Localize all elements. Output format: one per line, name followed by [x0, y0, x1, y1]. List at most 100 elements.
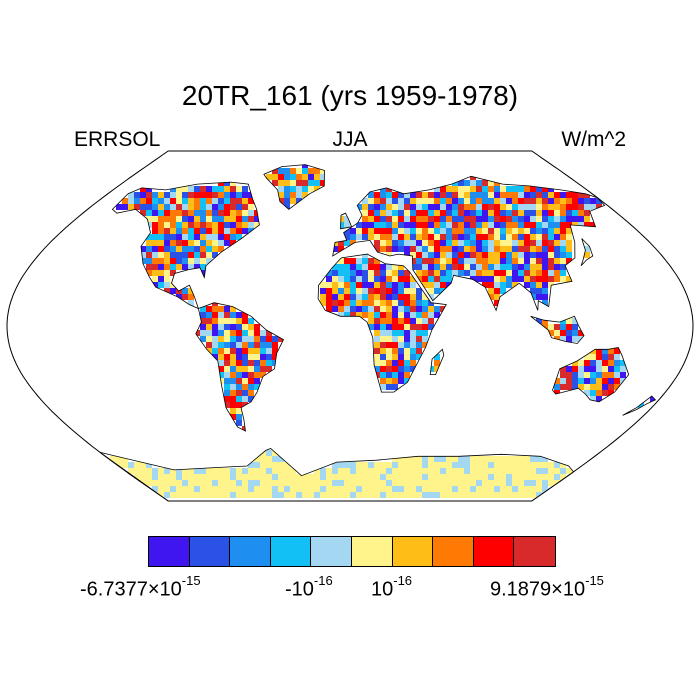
- colorbar-swatch-1: [189, 537, 231, 566]
- field-cell: [218, 474, 224, 480]
- field-cell: [386, 222, 392, 228]
- field-cell: [482, 240, 488, 246]
- field-cell: [224, 222, 230, 228]
- field-cell: [356, 486, 362, 492]
- field-cell: [524, 480, 530, 486]
- field-cell: [200, 252, 206, 258]
- field-cell: [182, 216, 188, 222]
- field-cell: [410, 234, 416, 240]
- field-cell: [176, 480, 182, 486]
- field-cell: [404, 492, 410, 498]
- field-cell: [350, 234, 356, 240]
- field-cell: [584, 246, 590, 252]
- field-cell: [140, 210, 146, 216]
- field-cell: [158, 282, 164, 288]
- field-cell: [404, 228, 410, 234]
- field-cell: [428, 492, 434, 498]
- field-cell: [134, 474, 140, 480]
- field-cell: [326, 306, 332, 312]
- field-cell: [368, 282, 374, 288]
- field-cell: [512, 228, 518, 234]
- field-cell: [434, 456, 440, 462]
- field-cell: [224, 354, 230, 360]
- field-cell: [344, 228, 350, 234]
- field-cell: [500, 282, 506, 288]
- field-cell: [356, 474, 362, 480]
- field-cell: [434, 480, 440, 486]
- field-cell: [278, 462, 284, 468]
- field-cell: [386, 216, 392, 222]
- field-cell: [488, 228, 494, 234]
- field-cell: [386, 264, 392, 270]
- field-cell: [200, 234, 206, 240]
- field-cell: [422, 276, 428, 282]
- field-cell: [380, 294, 386, 300]
- field-cell: [512, 462, 518, 468]
- field-cell: [590, 222, 596, 228]
- field-cell: [218, 240, 224, 246]
- field-cell: [440, 480, 446, 486]
- field-cell: [398, 192, 404, 198]
- field-cell: [338, 270, 344, 276]
- plot-title: 20TR_161 (yrs 1959-1978): [181, 80, 519, 111]
- field-cell: [272, 480, 278, 486]
- field-cell: [518, 252, 524, 258]
- field-cell: [458, 492, 464, 498]
- field-cell: [542, 192, 548, 198]
- field-cell: [542, 264, 548, 270]
- field-cell: [230, 228, 236, 234]
- field-cell: [164, 252, 170, 258]
- field-cell: [212, 228, 218, 234]
- field-cell: [422, 216, 428, 222]
- field-cell: [344, 258, 350, 264]
- field-cell: [218, 246, 224, 252]
- field-cell: [428, 252, 434, 258]
- field-cell: [410, 492, 416, 498]
- field-cell: [494, 294, 500, 300]
- field-cell: [212, 348, 218, 354]
- field-cell: [170, 474, 176, 480]
- field-cell: [506, 270, 512, 276]
- field-cell: [554, 384, 560, 390]
- field-cell: [482, 234, 488, 240]
- field-cell: [362, 252, 368, 258]
- field-cell: [164, 474, 170, 480]
- field-cell: [188, 198, 194, 204]
- field-cell: [212, 468, 218, 474]
- field-cell: [260, 336, 266, 342]
- field-cell: [146, 198, 152, 204]
- field-cell: [548, 270, 554, 276]
- field-cell: [458, 258, 464, 264]
- field-cell: [416, 216, 422, 222]
- field-cell: [488, 252, 494, 258]
- field-cell: [314, 174, 320, 180]
- field-cell: [188, 480, 194, 486]
- field-cell: [542, 474, 548, 480]
- field-cell: [416, 342, 422, 348]
- field-cell: [590, 204, 596, 210]
- field-cell: [620, 378, 626, 384]
- field-cell: [332, 486, 338, 492]
- field-cell: [560, 324, 566, 330]
- field-cell: [560, 234, 566, 240]
- field-cell: [554, 474, 560, 480]
- field-cell: [416, 192, 422, 198]
- field-cell: [194, 252, 200, 258]
- field-cell: [212, 318, 218, 324]
- field-cell: [140, 468, 146, 474]
- field-cell: [416, 336, 422, 342]
- field-cell: [494, 456, 500, 462]
- field-cell: [506, 198, 512, 204]
- field-cell: [398, 246, 404, 252]
- field-cell: [488, 468, 494, 474]
- field-cell: [506, 222, 512, 228]
- field-cell: [518, 480, 524, 486]
- field-cell: [404, 348, 410, 354]
- field-cell: [524, 486, 530, 492]
- field-cell: [236, 480, 242, 486]
- field-cell: [164, 216, 170, 222]
- field-cell: [206, 330, 212, 336]
- field-cell: [224, 204, 230, 210]
- field-cell: [614, 384, 620, 390]
- field-cell: [554, 468, 560, 474]
